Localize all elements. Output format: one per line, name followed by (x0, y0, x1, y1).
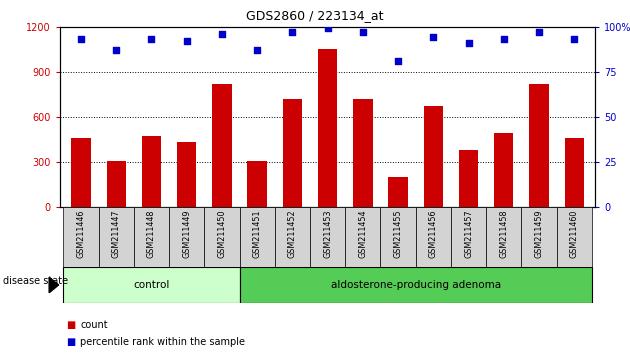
Bar (494, 133, 513, 207)
Text: GSM211446: GSM211446 (76, 210, 86, 258)
Text: GSM211459: GSM211459 (534, 210, 544, 258)
FancyBboxPatch shape (416, 207, 451, 267)
FancyBboxPatch shape (239, 207, 275, 267)
Bar (212, 84, 232, 207)
Bar (423, 106, 443, 207)
Bar (318, 49, 337, 207)
Text: GSM211452: GSM211452 (288, 210, 297, 258)
FancyBboxPatch shape (451, 207, 486, 267)
Text: GSM211448: GSM211448 (147, 210, 156, 258)
Point (499, 36, 509, 42)
FancyBboxPatch shape (522, 207, 556, 267)
Bar (529, 84, 549, 207)
Point (252, 47, 262, 53)
Text: GSM211449: GSM211449 (182, 210, 191, 258)
Point (428, 35, 438, 40)
Text: GSM211451: GSM211451 (253, 210, 261, 258)
Text: ■: ■ (66, 320, 76, 330)
Point (146, 36, 156, 42)
Point (76, 36, 86, 42)
FancyBboxPatch shape (204, 207, 239, 267)
FancyBboxPatch shape (64, 207, 99, 267)
Text: GSM211450: GSM211450 (217, 210, 226, 258)
Bar (353, 99, 372, 207)
Text: GSM211458: GSM211458 (499, 210, 508, 258)
Point (217, 31, 227, 36)
Bar (564, 138, 584, 207)
Point (569, 36, 579, 42)
Bar (459, 150, 478, 207)
FancyBboxPatch shape (134, 207, 169, 267)
FancyBboxPatch shape (345, 207, 381, 267)
FancyBboxPatch shape (556, 207, 592, 267)
Point (393, 58, 403, 64)
Text: GSM211447: GSM211447 (112, 210, 121, 258)
Point (464, 40, 474, 46)
Point (287, 29, 297, 35)
Bar (177, 142, 197, 207)
FancyBboxPatch shape (239, 267, 592, 303)
Bar (248, 161, 267, 207)
Point (534, 29, 544, 35)
Text: GDS2860 / 223134_at: GDS2860 / 223134_at (246, 9, 384, 22)
Text: GSM211454: GSM211454 (358, 210, 367, 258)
Bar (71, 138, 91, 207)
Point (358, 29, 368, 35)
Text: aldosterone-producing adenoma: aldosterone-producing adenoma (331, 280, 501, 290)
Text: disease state: disease state (3, 276, 68, 286)
Text: GSM211453: GSM211453 (323, 210, 332, 258)
FancyBboxPatch shape (99, 207, 134, 267)
Text: count: count (80, 320, 108, 330)
Bar (283, 99, 302, 207)
FancyBboxPatch shape (381, 207, 416, 267)
Bar (142, 136, 161, 207)
Text: percentile rank within the sample: percentile rank within the sample (80, 337, 245, 347)
Point (111, 47, 121, 53)
Bar (388, 177, 408, 207)
Text: GSM211460: GSM211460 (570, 210, 579, 258)
Point (323, 25, 333, 31)
FancyBboxPatch shape (310, 207, 345, 267)
Text: GSM211457: GSM211457 (464, 210, 473, 258)
FancyBboxPatch shape (486, 207, 522, 267)
FancyBboxPatch shape (169, 207, 204, 267)
FancyBboxPatch shape (275, 207, 310, 267)
Text: ■: ■ (66, 337, 76, 347)
Text: GSM211455: GSM211455 (394, 210, 403, 258)
Text: GSM211456: GSM211456 (429, 210, 438, 258)
Text: control: control (134, 280, 169, 290)
Point (181, 38, 192, 44)
FancyBboxPatch shape (64, 267, 239, 303)
Bar (106, 161, 126, 207)
